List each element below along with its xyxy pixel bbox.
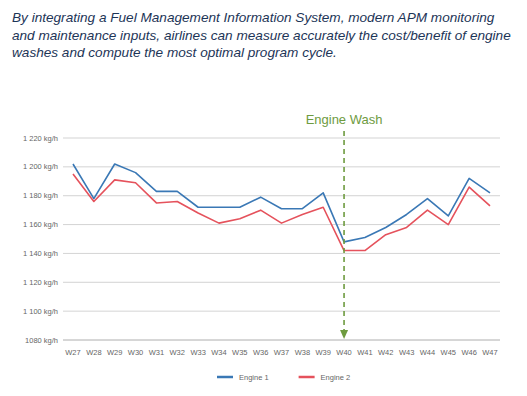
x-tick-label: W40 <box>336 348 351 357</box>
grid-line <box>63 340 500 341</box>
legend-label: Engine 2 <box>321 373 351 382</box>
x-tick-label: W36 <box>253 348 268 357</box>
x-tick-label: W46 <box>461 348 476 357</box>
series-line <box>73 174 490 250</box>
legend-swatch <box>217 376 233 379</box>
annotation-arrow <box>340 330 348 339</box>
grid-line <box>63 282 500 283</box>
x-tick-label: W29 <box>107 348 122 357</box>
x-tick-label: W32 <box>170 348 185 357</box>
grid-line <box>63 311 500 312</box>
grid-line <box>63 138 500 139</box>
x-tick-label: W28 <box>86 348 101 357</box>
y-tick-label: 1 100 kg/h <box>23 307 58 316</box>
x-tick-label: W37 <box>274 348 289 357</box>
y-tick-label: 1 200 kg/h <box>23 162 58 171</box>
grid-line <box>63 224 500 225</box>
y-tick-label: 1080 kg/h <box>25 336 58 345</box>
annotation-label: Engine Wash <box>306 112 383 127</box>
x-tick-label: W27 <box>65 348 80 357</box>
x-tick-label: W35 <box>232 348 247 357</box>
grid-line <box>63 253 500 254</box>
y-tick-label: 1 160 kg/h <box>23 220 58 229</box>
y-tick-label: 1 140 kg/h <box>23 249 58 258</box>
x-tick-label: W44 <box>420 348 435 357</box>
series-line <box>73 164 490 242</box>
x-tick-label: W41 <box>357 348 372 357</box>
chart: 1080 kg/h 1 100 kg/h 1 120 kg/h 1 140 kg/h 1… <box>0 0 527 396</box>
y-tick-label: 1 220 kg/h <box>23 134 58 143</box>
x-tick-label: W39 <box>315 348 330 357</box>
x-tick-label: W31 <box>149 348 164 357</box>
caption: By integrating a Fuel Management Informa… <box>12 9 517 62</box>
y-tick-label: 1 180 kg/h <box>23 191 58 200</box>
x-tick-label: W45 <box>441 348 456 357</box>
legend-label: Engine 1 <box>239 373 269 382</box>
x-tick-label: W43 <box>399 348 414 357</box>
y-tick-label: 1 120 kg/h <box>23 278 58 287</box>
grid-line <box>63 166 500 167</box>
grid-line <box>63 195 500 196</box>
legend-swatch <box>299 376 315 379</box>
x-tick-label: W30 <box>128 348 143 357</box>
x-tick-label: W47 <box>482 348 497 357</box>
x-tick-label: W42 <box>378 348 393 357</box>
x-tick-label: W38 <box>295 348 310 357</box>
x-tick-label: W33 <box>190 348 205 357</box>
plot-area <box>73 164 490 251</box>
annotation-line <box>343 131 345 331</box>
legend: Engine 1 Engine 2 <box>217 373 350 382</box>
x-tick-label: W34 <box>211 348 226 357</box>
